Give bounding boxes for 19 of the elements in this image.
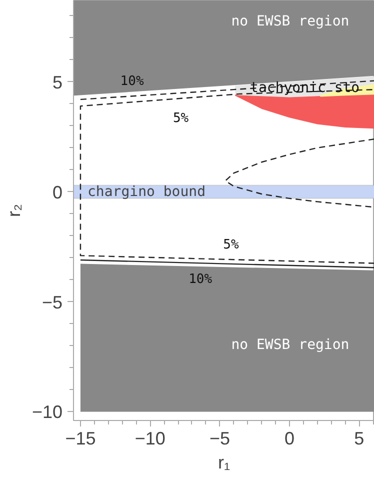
band-label: chargino bound: [88, 184, 206, 200]
x-tick-label: −5: [210, 428, 230, 448]
y-tick-label: −5: [42, 292, 63, 312]
x-tick-label: 5: [354, 428, 364, 448]
y-axis-title: r₂: [4, 204, 24, 217]
y-tick-label: −10: [32, 402, 63, 422]
x-tick-label: 0: [284, 428, 295, 448]
x-axis-title: r₁: [218, 452, 230, 472]
x-tick-label: −10: [134, 428, 166, 448]
annotation: no EWSB region: [231, 14, 350, 30]
annotation: 5%: [172, 111, 189, 126]
y-tick-label: 0: [52, 182, 63, 202]
x-tick-label: −15: [65, 428, 96, 448]
line-series: [224, 138, 374, 208]
y-tick-label: 5: [52, 72, 63, 92]
annotation: 10%: [188, 272, 212, 288]
annotation: no EWSB region: [231, 336, 350, 353]
annotation: 5%: [223, 238, 239, 253]
annotation: 10%: [120, 74, 144, 90]
